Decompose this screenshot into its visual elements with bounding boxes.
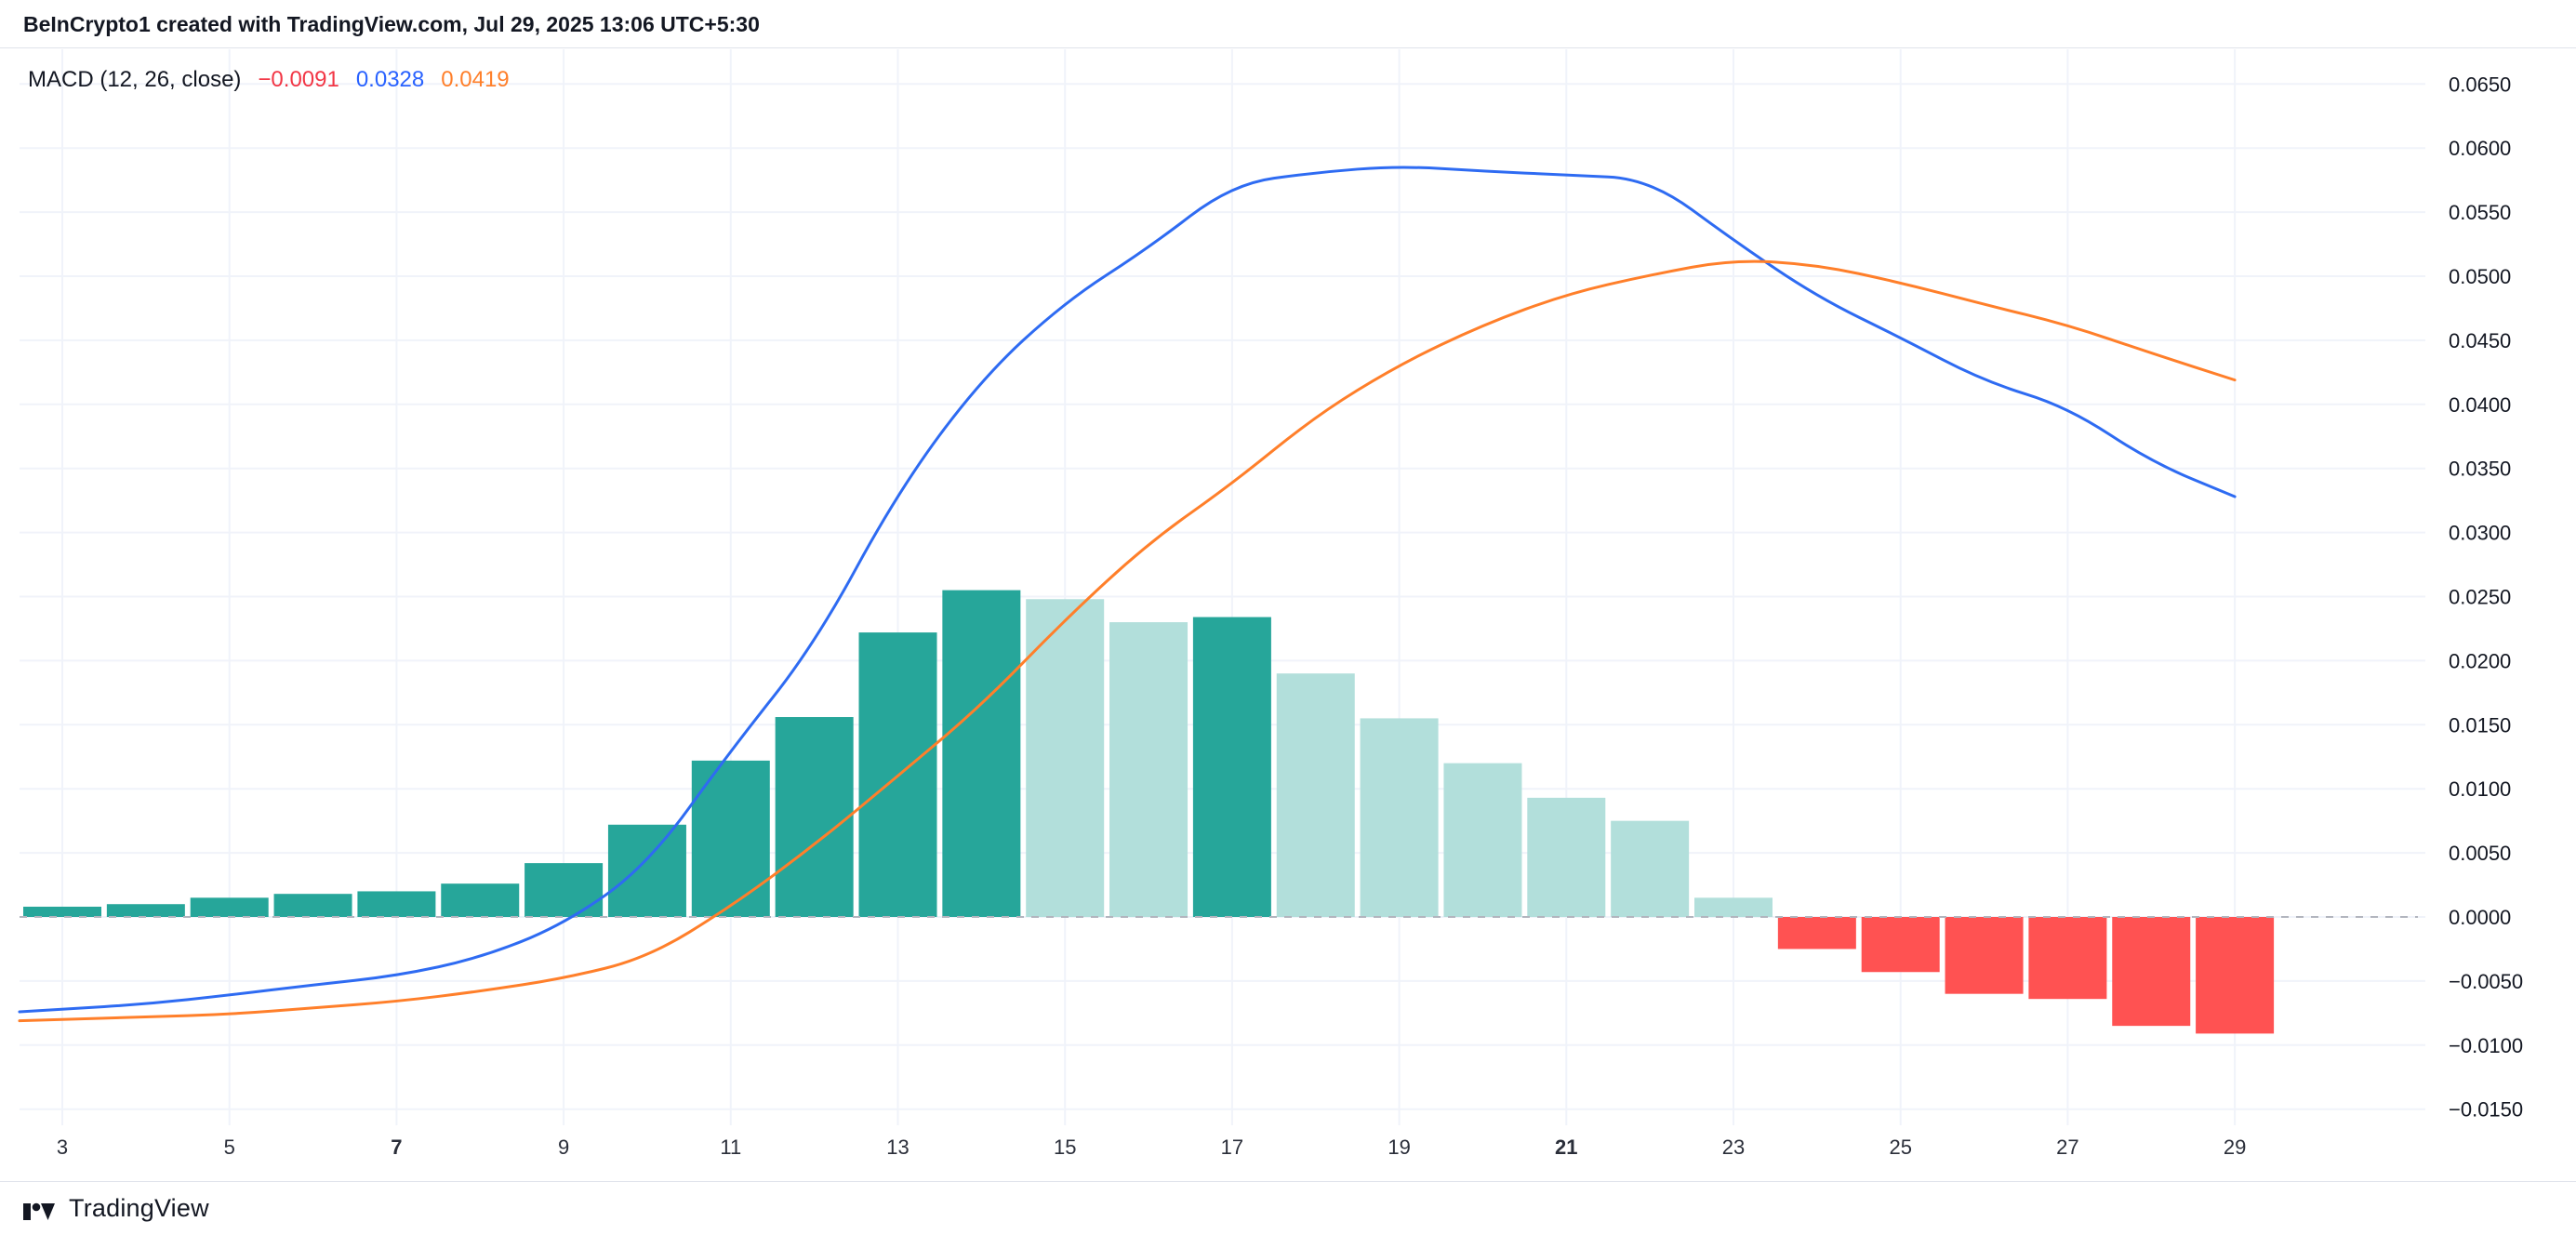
svg-text:21: 21 — [1555, 1135, 1577, 1159]
svg-text:3: 3 — [57, 1135, 68, 1159]
svg-text:9: 9 — [558, 1135, 569, 1159]
svg-text:29: 29 — [2224, 1135, 2246, 1159]
time-scale[interactable]: 3 5 7 9 11 13 15 17 19 21 23 25 27 29 — [57, 1135, 2246, 1159]
histogram-bar — [1861, 917, 1940, 973]
svg-text:0.0250: 0.0250 — [2449, 586, 2511, 609]
svg-text:5: 5 — [224, 1135, 235, 1159]
histogram-bar — [441, 883, 520, 917]
svg-text:19: 19 — [1388, 1135, 1410, 1159]
histogram-bar — [1694, 897, 1773, 917]
histogram-bar — [190, 897, 269, 917]
svg-text:0.0400: 0.0400 — [2449, 393, 2511, 417]
histogram-bar — [1945, 917, 2024, 994]
histogram-bar — [1026, 599, 1105, 917]
histogram-bar — [1527, 797, 1606, 917]
svg-text:17: 17 — [1221, 1135, 1243, 1159]
histogram-value: −0.0091 — [258, 67, 339, 92]
svg-text:−0.0050: −0.0050 — [2449, 970, 2523, 993]
histogram-bar — [1777, 917, 1856, 949]
histogram-bar — [1276, 673, 1355, 917]
histogram-bar — [1360, 718, 1439, 917]
histogram-bar — [691, 760, 770, 917]
svg-text:23: 23 — [1722, 1135, 1745, 1159]
footer-bar: TradingView — [0, 1181, 2576, 1235]
svg-text:27: 27 — [2056, 1135, 2078, 1159]
histogram-bar — [524, 863, 604, 917]
svg-text:0.0150: 0.0150 — [2449, 713, 2511, 737]
chart-title: BeInCrypto1 created with TradingView.com… — [0, 0, 2576, 48]
svg-text:7: 7 — [391, 1135, 402, 1159]
histogram-bar — [775, 717, 854, 917]
svg-text:11: 11 — [720, 1135, 741, 1159]
indicator-title: MACD (12, 26, close) — [28, 67, 242, 92]
macd-value: 0.0328 — [355, 67, 425, 92]
histogram-bar — [273, 894, 352, 917]
tradingview-wordmark[interactable]: TradingView — [69, 1194, 209, 1222]
price-scale[interactable]: 0.0650 0.0600 0.0550 0.0500 0.0450 0.0400 0.03… — [2449, 73, 2523, 1121]
histogram-bar — [23, 906, 101, 917]
histogram-bar — [357, 891, 436, 917]
svg-text:0.0550: 0.0550 — [2449, 201, 2511, 224]
svg-text:25: 25 — [1889, 1135, 1911, 1159]
svg-text:0.0000: 0.0000 — [2449, 906, 2511, 929]
histogram-bar — [1611, 820, 1690, 917]
svg-text:0.0600: 0.0600 — [2449, 137, 2511, 160]
histogram-bar — [2028, 917, 2107, 1000]
macd-line — [18, 166, 2237, 1014]
svg-text:0.0500: 0.0500 — [2449, 265, 2511, 288]
histogram-bars — [23, 590, 2275, 1034]
histogram-bar — [1192, 617, 1271, 917]
histogram-bar — [2112, 917, 2191, 1027]
svg-text:15: 15 — [1054, 1135, 1076, 1159]
signal-value: 0.0419 — [441, 67, 510, 92]
svg-text:0.0050: 0.0050 — [2449, 842, 2511, 865]
svg-text:0.0450: 0.0450 — [2449, 329, 2511, 352]
svg-text:−0.0150: −0.0150 — [2449, 1098, 2523, 1122]
svg-text:0.0650: 0.0650 — [2449, 73, 2511, 96]
svg-text:0.0350: 0.0350 — [2449, 458, 2511, 481]
signal-line — [18, 259, 2237, 1023]
histogram-bar — [2196, 917, 2275, 1034]
histogram-bar — [1443, 763, 1522, 917]
svg-text:−0.0100: −0.0100 — [2449, 1034, 2523, 1057]
histogram-bar — [1109, 622, 1188, 917]
histogram-bar — [106, 904, 185, 917]
svg-text:0.0200: 0.0200 — [2449, 649, 2511, 672]
svg-text:13: 13 — [886, 1135, 909, 1159]
svg-text:0.0300: 0.0300 — [2449, 522, 2511, 545]
tradingview-logo-icon[interactable] — [22, 1195, 58, 1223]
histogram-bar — [607, 824, 686, 917]
indicator-legend[interactable]: MACD (12, 26, close) −0.0091 0.0328 0.04… — [28, 67, 510, 93]
svg-text:0.0100: 0.0100 — [2449, 777, 2511, 801]
histogram-bar — [942, 590, 1021, 917]
